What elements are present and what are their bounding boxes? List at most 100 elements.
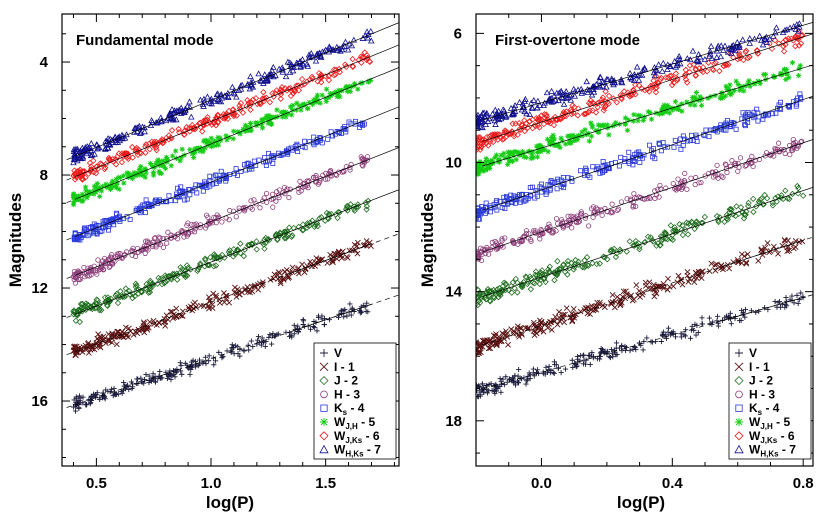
data-point (212, 143, 218, 149)
legend-marker (735, 390, 743, 399)
data-point (113, 176, 120, 182)
data-point (622, 115, 629, 121)
data-point (326, 94, 332, 101)
data-point (93, 141, 100, 148)
data-point (166, 193, 172, 199)
data-point (258, 121, 265, 127)
data-point (165, 273, 172, 280)
data-point (766, 40, 773, 47)
data-point (556, 308, 563, 315)
data-point (494, 197, 500, 203)
data-point (323, 95, 329, 101)
data-point (147, 285, 154, 292)
data-point (334, 214, 341, 222)
data-point (293, 82, 300, 89)
data-point (693, 56, 701, 63)
data-point (193, 304, 199, 311)
data-point (710, 319, 716, 325)
data-point (342, 38, 349, 45)
data-point (479, 165, 486, 171)
data-point (333, 89, 339, 95)
data-point (640, 196, 646, 202)
data-point (311, 134, 317, 140)
data-point (236, 291, 243, 298)
data-point (224, 115, 232, 122)
data-point (156, 168, 162, 175)
data-point (147, 277, 154, 285)
data-point (314, 78, 321, 85)
data-point (197, 224, 203, 231)
data-point (530, 97, 538, 103)
data-point (241, 246, 248, 253)
data-point (666, 72, 674, 80)
data-point (496, 159, 503, 165)
data-point (526, 273, 534, 280)
data-point (596, 299, 603, 306)
data-point (797, 91, 803, 97)
data-point (499, 238, 505, 244)
data-point (774, 304, 780, 310)
data-point (278, 109, 284, 115)
fit-line-solid (482, 22, 813, 121)
data-point (540, 328, 547, 335)
data-point (77, 270, 83, 276)
data-point (673, 62, 681, 69)
data-point (90, 169, 97, 176)
data-point (734, 256, 741, 263)
data-point (284, 273, 291, 280)
data-point (321, 321, 328, 328)
data-point (194, 190, 200, 196)
data-point (294, 141, 300, 147)
data-point (687, 102, 693, 108)
data-point (300, 226, 307, 234)
data-point (636, 340, 643, 346)
data-point (215, 96, 222, 103)
data-point (727, 206, 734, 213)
fit-line-dashed (291, 233, 399, 274)
data-point (574, 363, 580, 369)
data-point (104, 184, 110, 191)
data-point (487, 162, 493, 169)
data-point (588, 353, 594, 359)
data-point (206, 262, 213, 269)
data-point (156, 373, 162, 379)
data-point (632, 237, 640, 245)
data-point (706, 315, 713, 321)
data-point (79, 144, 86, 151)
data-point (157, 114, 165, 121)
data-point (632, 81, 639, 89)
data-point (792, 42, 799, 50)
data-point (98, 188, 105, 194)
data-point (691, 279, 698, 285)
data-point (647, 234, 654, 241)
data-point (200, 188, 206, 194)
data-point (357, 307, 363, 314)
data-point (354, 239, 361, 246)
data-point (91, 188, 97, 194)
data-point (543, 111, 550, 118)
data-point (335, 248, 342, 255)
data-point (349, 63, 357, 71)
data-point (91, 221, 97, 227)
data-point (636, 243, 643, 251)
data-point (742, 306, 749, 313)
data-point (763, 195, 771, 202)
data-point (674, 75, 681, 83)
data-point (644, 335, 650, 341)
data-point (795, 27, 802, 34)
legend-box (313, 342, 397, 460)
data-point (723, 162, 729, 168)
data-point (360, 54, 367, 61)
data-point (316, 53, 324, 60)
data-point (509, 200, 515, 206)
data-point (689, 323, 695, 329)
data-point (610, 245, 618, 252)
data-point (315, 256, 322, 263)
data-point (293, 107, 299, 113)
fit-line-solid (721, 239, 804, 268)
data-point (686, 68, 693, 76)
legend-label: J - 2 (749, 374, 773, 388)
data-point (511, 193, 517, 199)
data-point (117, 288, 124, 295)
series-3 (476, 136, 813, 264)
